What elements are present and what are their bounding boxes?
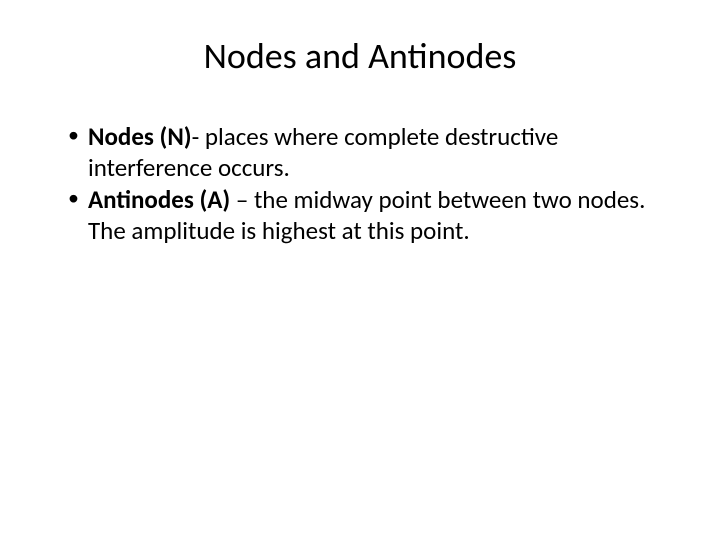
separator: - <box>192 121 205 152</box>
slide-title: Nodes and Antinodes <box>50 34 670 78</box>
term: Nodes (N) <box>88 121 192 152</box>
bullet-list: Nodes (N)- places where complete destruc… <box>50 122 670 246</box>
term: Antinodes (A) <box>88 184 236 215</box>
separator: – <box>236 184 254 215</box>
list-item: Nodes (N)- places where complete destruc… <box>68 122 670 183</box>
list-item: Antinodes (A) – the midway point between… <box>68 185 670 246</box>
slide: Nodes and Antinodes Nodes (N)- places wh… <box>0 0 720 540</box>
